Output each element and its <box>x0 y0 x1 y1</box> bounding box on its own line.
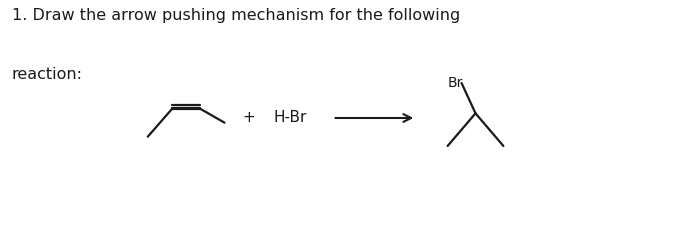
Text: H-Br: H-Br <box>273 110 307 126</box>
Text: +: + <box>242 110 256 126</box>
Text: 1. Draw the arrow pushing mechanism for the following: 1. Draw the arrow pushing mechanism for … <box>12 8 460 23</box>
Text: reaction:: reaction: <box>12 67 83 82</box>
Text: Br: Br <box>447 76 463 90</box>
